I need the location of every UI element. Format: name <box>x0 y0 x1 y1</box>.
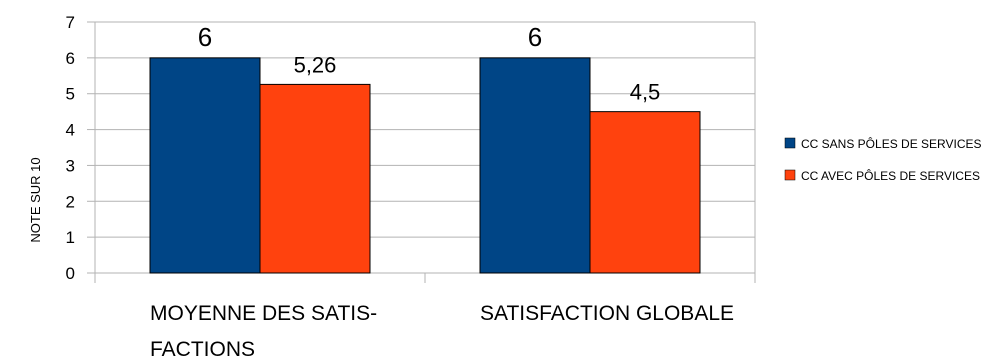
data-label: 5,26 <box>294 52 337 77</box>
data-labels: 6 5,26 6 4,5 <box>198 22 661 105</box>
y-tick-label: 7 <box>66 13 75 32</box>
x-axis-categories: MOYENNE DES SATIS- FACTIONS SATISFACTION G… <box>150 302 734 360</box>
legend-swatch <box>784 137 796 149</box>
data-label: 6 <box>528 22 542 52</box>
y-tick-label: 1 <box>66 228 75 247</box>
legend-label: CC AVEC PÔLES DE SERVICES <box>801 168 980 183</box>
x-category-label: FACTIONS <box>150 338 255 360</box>
bar <box>479 57 591 274</box>
bar <box>259 83 371 274</box>
y-tick-label: 4 <box>66 121 75 140</box>
bars <box>149 57 701 274</box>
data-label: 6 <box>198 22 212 52</box>
x-category-label: SATISFACTION GLOBALE <box>480 302 734 325</box>
y-axis-label: NOTE SUR 10 <box>28 157 43 242</box>
bar <box>149 57 261 274</box>
axes <box>87 21 756 283</box>
y-tick-label: 5 <box>66 85 75 104</box>
legend-swatch <box>784 169 796 181</box>
y-tick-label: 0 <box>66 264 75 283</box>
y-tick-label: 6 <box>66 49 75 68</box>
x-category-label: MOYENNE DES SATIS- <box>150 302 377 325</box>
bar <box>589 111 701 274</box>
legend-label: CC SANS PÔLES DE SERVICES <box>801 136 982 151</box>
y-tick-label: 3 <box>66 156 75 175</box>
y-tick-label: 2 <box>66 192 75 211</box>
data-label: 4,5 <box>630 80 661 105</box>
legend: CC SANS PÔLES DE SERVICES CC AVEC PÔLES D… <box>784 136 982 183</box>
y-axis-ticks: 0 1 2 3 4 5 6 7 <box>66 13 75 283</box>
